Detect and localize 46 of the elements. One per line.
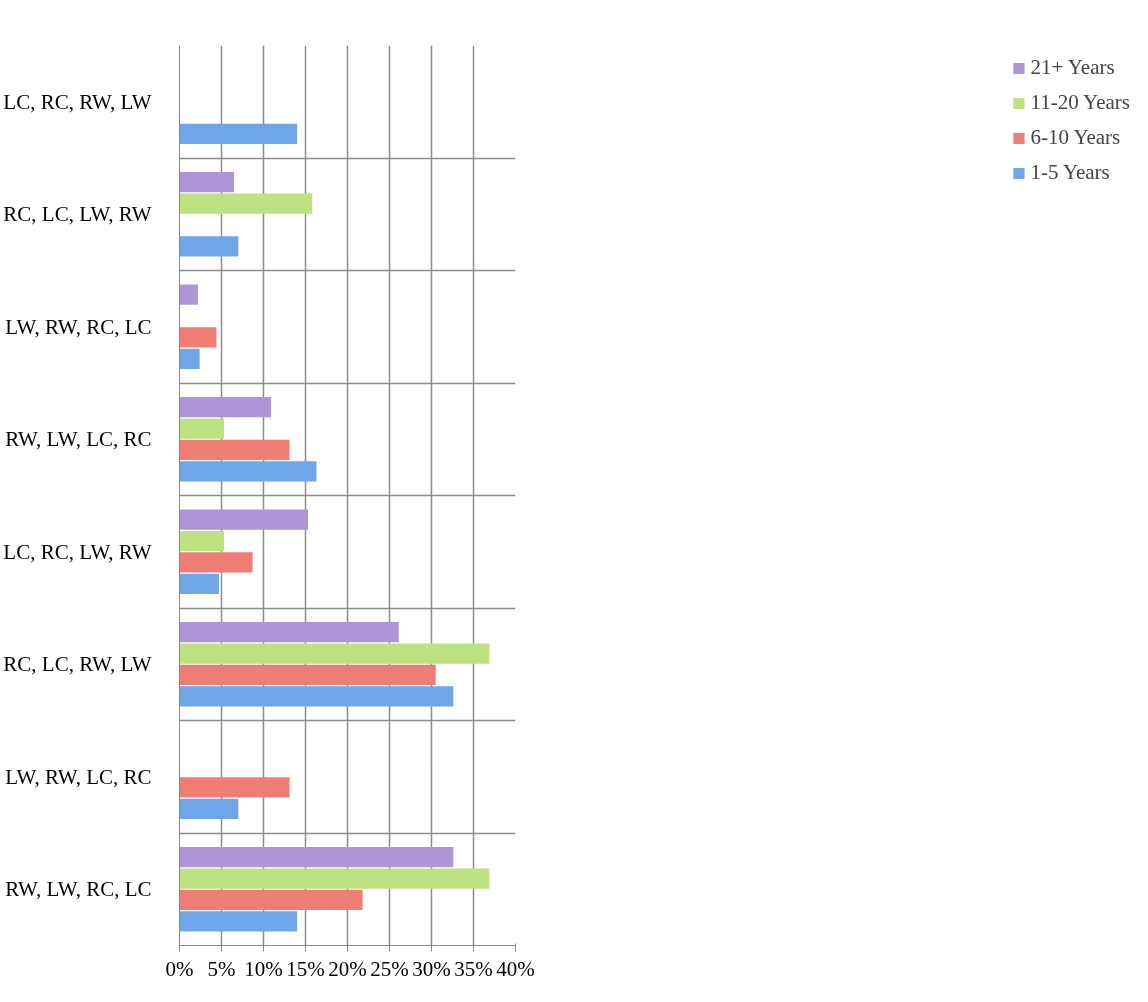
bar [179,236,239,257]
y-tick-label: RC, LC, LW, RW [3,202,152,227]
bar [179,284,198,305]
bar [179,418,225,439]
y-tick-label: RC, LC, RW, LW [3,652,152,677]
bar [179,573,219,594]
x-tick-label: 35% [454,956,493,981]
bar [179,889,363,911]
bar [179,643,490,664]
legend-label: 6-10 Years [1030,125,1121,150]
legend-label: 1-5 Years [1030,160,1110,185]
x-tick-label: 5% [207,956,236,981]
y-tick-label: LC, RC, LW, RW [3,539,152,564]
y-tick-label: RW, LW, RC, LC [5,877,152,902]
x-tick-label: 30% [412,956,451,981]
bar [179,847,454,868]
bar [179,439,290,461]
bar [179,327,217,348]
x-tick-label: 15% [286,956,325,981]
bar [179,552,253,573]
bar [179,911,298,932]
bar [179,123,298,144]
bar [179,686,454,707]
bar [179,664,436,686]
legend-label: 11-20 Years [1030,90,1130,115]
bar [179,868,490,889]
y-tick-label: LC, RC, RW, LW [3,89,152,114]
legend-label: 21+ Years [1030,55,1115,80]
bar [179,193,313,214]
bar [179,622,399,643]
bar [179,348,200,369]
bar [179,777,290,798]
x-tick-label: 40% [496,956,535,981]
bar [179,509,309,530]
y-tick-label: LW, RW, RC, LC [5,314,152,339]
bar [179,172,235,193]
y-tick-label: RW, LW, LC, RC [5,427,152,452]
bar [179,461,317,482]
bar [179,798,239,819]
y-tick-label: LW, RW, LC, RC [5,764,152,789]
bar [179,530,225,552]
bar [179,397,272,418]
x-tick-label: 10% [244,956,283,981]
x-tick-label: 0% [165,956,194,981]
x-tick-label: 25% [370,956,409,981]
x-tick-label: 20% [328,956,367,981]
